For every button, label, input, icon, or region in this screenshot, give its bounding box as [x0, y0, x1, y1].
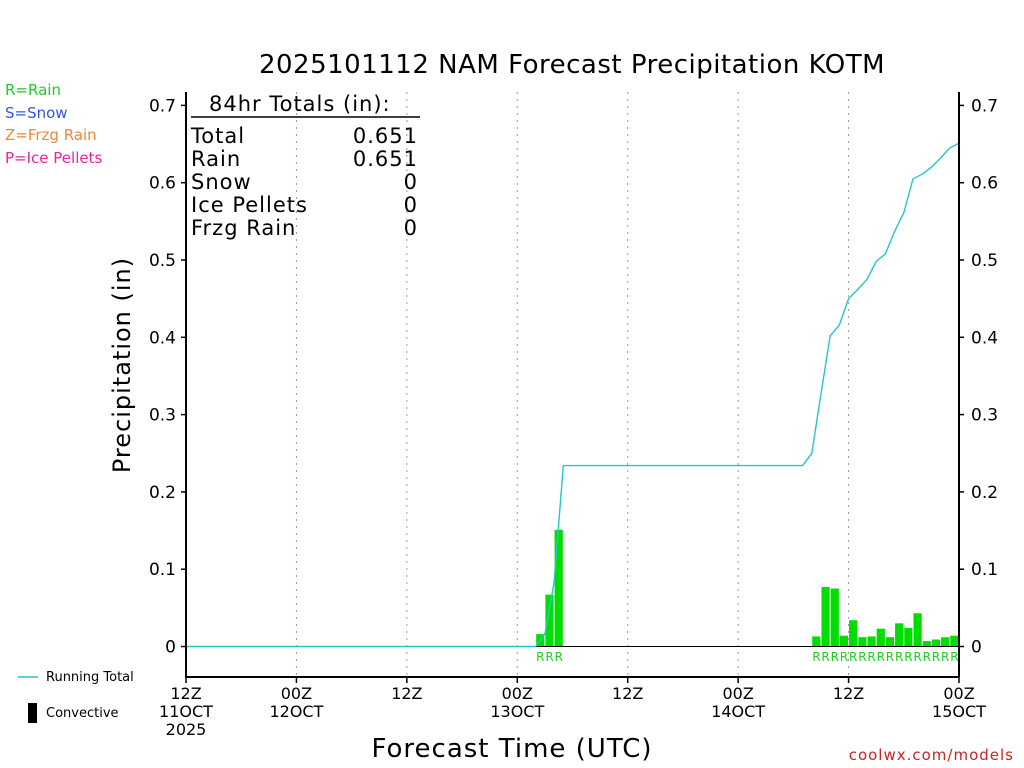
- ptype-marker: R: [950, 650, 958, 664]
- x-tick-label: 13OCT: [490, 702, 544, 721]
- ptype-marker: R: [555, 650, 563, 664]
- ptype-marker: R: [941, 650, 949, 664]
- ptype-marker: R: [849, 650, 857, 664]
- precip-bar: [830, 588, 839, 647]
- precip-bar: [849, 620, 858, 647]
- precip-bar: [821, 586, 830, 647]
- y-tick-label-left: 0.4: [149, 328, 176, 348]
- ptype-marker: R: [867, 650, 875, 664]
- legend-snow: S=Snow: [5, 104, 68, 122]
- y-tick-label-right: 0.1: [971, 560, 998, 580]
- precip-bar: [839, 635, 849, 647]
- totals-frzg-rain-value: 0: [403, 216, 418, 240]
- ptype-marker: R: [913, 650, 921, 664]
- ptype-marker: R: [858, 650, 866, 664]
- precip-bar: [895, 623, 904, 647]
- ptype-marker: R: [923, 650, 931, 664]
- series-lines: [186, 142, 960, 648]
- totals-title: 84hr Totals (in):: [209, 92, 391, 116]
- x-tick-label: 15OCT: [932, 702, 986, 721]
- ptype-marker: R: [821, 650, 829, 664]
- y-tick-label-right: 0.3: [971, 406, 998, 426]
- ptype-marker: R: [877, 650, 885, 664]
- x-axis-label: Forecast Time (UTC): [371, 734, 653, 764]
- precip-bar: [885, 637, 895, 647]
- precip-bar: [867, 636, 876, 647]
- totals-total-label: Total: [191, 124, 246, 148]
- ptype-marker: R: [895, 650, 903, 664]
- precip-bar: [931, 639, 941, 647]
- totals-ice-pellets-value: 0: [403, 193, 418, 217]
- chart-title: 2025101112 NAM Forecast Precipitation KO…: [258, 50, 886, 80]
- totals-snow-label: Snow: [191, 170, 252, 194]
- precip-bars: [536, 529, 959, 647]
- y-tick-label-right: 0.2: [971, 483, 998, 503]
- ptype-marker: R: [932, 650, 940, 664]
- ptype-marker: R: [886, 650, 894, 664]
- grid-lines: [295, 92, 850, 677]
- precip-bar: [554, 529, 563, 647]
- precip-bar: [858, 637, 867, 647]
- ptype-marker: R: [831, 650, 839, 664]
- x-tick-label: 00Z: [281, 684, 312, 703]
- precip-bar: [922, 641, 931, 647]
- y-tick-label-right: 0.7: [971, 96, 998, 116]
- x-tick-label: 12Z: [833, 684, 864, 703]
- precip-bar: [941, 637, 950, 647]
- x-tick-label: 12Z: [391, 684, 422, 703]
- credit-link[interactable]: coolwx.com/models: [848, 746, 1014, 764]
- ptype-marker: R: [840, 650, 848, 664]
- x-tick-label: 11OCT: [159, 702, 213, 721]
- ptype-marker: R: [812, 650, 820, 664]
- x-tick-label: 12Z: [170, 684, 201, 703]
- totals-rain-label: Rain: [191, 147, 242, 171]
- totals-rain-value: 0.651: [352, 147, 418, 171]
- y-tick-label-left: 0.1: [149, 560, 176, 580]
- y-tick-label-left: 0.6: [149, 174, 176, 194]
- key-running-total-label: Running Total: [46, 670, 134, 685]
- tick-labels: 0 00.1 0.10.2 0.20.3 0.30.4 0.40.5 0.50.6 0.60.…: [149, 96, 998, 739]
- y-tick-label-left: 0.2: [149, 483, 176, 503]
- precip-bar: [876, 628, 885, 647]
- y-tick-label-left: 0.5: [149, 251, 176, 271]
- y-tick-label-left: 0.7: [149, 96, 176, 116]
- precip-bar: [950, 635, 959, 647]
- legend-frzg-rain: Z=Frzg Rain: [5, 126, 97, 144]
- key-convective-label: Convective: [46, 706, 119, 721]
- totals-ice-pellets-label: Ice Pellets: [191, 193, 308, 217]
- legend-ice-pellets: P=Ice Pellets: [5, 149, 103, 167]
- x-tick-label: 14OCT: [711, 702, 765, 721]
- precip-bar: [913, 613, 922, 647]
- legend-rain: R=Rain: [5, 81, 61, 99]
- totals-frzg-rain-label: Frzg Rain: [191, 216, 297, 240]
- x-tick-label: 12OCT: [269, 702, 323, 721]
- x-tick-label: 2025: [166, 720, 207, 739]
- totals-total-value: 0.651: [352, 124, 418, 148]
- running-total-line: [186, 142, 960, 648]
- y-axis-label: Precipitation (in): [108, 256, 136, 474]
- axes: [181, 92, 964, 683]
- ptype-marker: R: [904, 650, 912, 664]
- x-tick-label: 12Z: [612, 684, 643, 703]
- y-tick-label-right: 0.4: [971, 328, 998, 348]
- ptype-marker: R: [536, 650, 544, 664]
- x-tick-label: 00Z: [502, 684, 533, 703]
- totals-snow-value: 0: [403, 170, 418, 194]
- key-glyphs: [18, 676, 38, 723]
- precip-bar: [812, 636, 821, 647]
- x-tick-label: 00Z: [943, 684, 974, 703]
- y-tick-label-right: 0.6: [971, 174, 998, 194]
- precip-bar: [904, 627, 913, 647]
- ptype-marker: R: [545, 650, 553, 664]
- convective-key-swatch: [28, 703, 37, 723]
- y-tick-label-right: 0.5: [971, 251, 998, 271]
- y-tick-label-left: 0.3: [149, 406, 176, 426]
- y-tick-label-left: 0: [165, 638, 176, 658]
- precip-bar: [545, 594, 554, 647]
- y-tick-label-right: 0: [971, 638, 982, 658]
- x-tick-label: 00Z: [722, 684, 753, 703]
